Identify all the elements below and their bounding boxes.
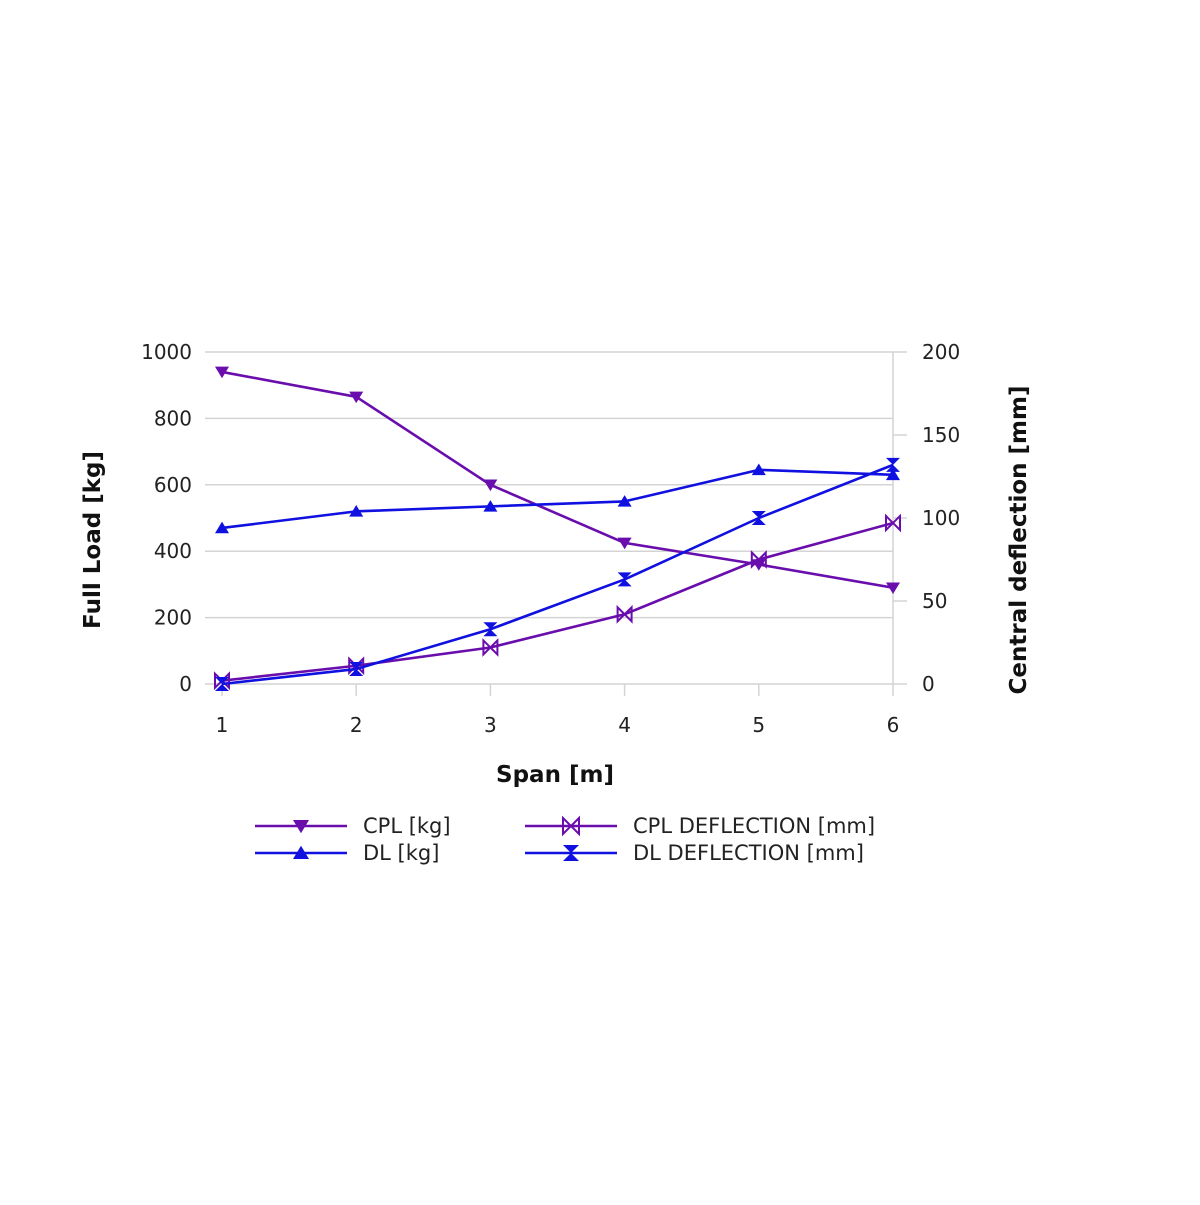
y2-tick-label: 100 bbox=[922, 506, 960, 530]
data-point-marker bbox=[215, 677, 229, 691]
legend-entry: DL [kg] bbox=[255, 841, 439, 865]
x-tick-label: 5 bbox=[752, 713, 765, 737]
label-layer: Span [m] Full Load [kg] Central deflecti… bbox=[80, 386, 1032, 788]
y2-axis-title: Central deflection [mm] bbox=[1006, 386, 1032, 695]
y-axis-title: Full Load [kg] bbox=[80, 451, 106, 629]
data-point-marker bbox=[750, 550, 767, 569]
data-point-marker bbox=[293, 820, 309, 834]
marker-left-half bbox=[750, 550, 761, 569]
data-point-marker bbox=[751, 463, 766, 476]
data-point-marker bbox=[751, 511, 766, 525]
legend-entry: CPL [kg] bbox=[255, 814, 451, 838]
y-tick-label: 800 bbox=[154, 406, 192, 430]
y2-tick-label: 0 bbox=[922, 672, 935, 696]
marker-left-half bbox=[616, 604, 627, 624]
legend-label: DL [kg] bbox=[363, 841, 439, 865]
x-tick-label: 4 bbox=[618, 713, 631, 737]
x-axis-title: Span [m] bbox=[496, 762, 614, 788]
marker-right-half bbox=[488, 638, 499, 657]
data-point-marker bbox=[616, 604, 633, 624]
series-3 bbox=[215, 457, 900, 691]
data-point-marker bbox=[349, 391, 364, 404]
series-line bbox=[221, 370, 894, 590]
legend-entry: CPL DEFLECTION [mm] bbox=[525, 814, 875, 838]
marker-left-half bbox=[562, 815, 573, 837]
y-tick-label: 1000 bbox=[141, 340, 192, 364]
legend-label: DL DEFLECTION [mm] bbox=[633, 841, 864, 865]
grid-layer bbox=[205, 351, 907, 696]
series-1 bbox=[215, 463, 900, 534]
data-point-marker bbox=[617, 537, 632, 550]
data-point-marker bbox=[482, 638, 499, 657]
series-line bbox=[221, 521, 894, 682]
data-point-marker bbox=[349, 662, 364, 677]
data-point-marker bbox=[215, 366, 229, 379]
marker-left-half bbox=[885, 513, 895, 533]
data-point-marker bbox=[886, 457, 900, 472]
data-point-marker bbox=[349, 505, 364, 517]
marker-left-half bbox=[482, 638, 492, 657]
y-tick-label: 200 bbox=[154, 606, 192, 630]
data-point-marker bbox=[483, 622, 498, 637]
y2-tick-label: 200 bbox=[922, 340, 960, 364]
legend-label: CPL [kg] bbox=[363, 814, 451, 838]
y-tick-label: 400 bbox=[154, 539, 192, 563]
legend: CPL [kg] CPL DEFLECTION [mm] DL [kg] DL DEF… bbox=[255, 814, 875, 865]
y-tick-label: 0 bbox=[179, 672, 192, 696]
series-line bbox=[221, 463, 894, 686]
data-point-marker bbox=[483, 479, 498, 492]
x-tick-label: 1 bbox=[216, 713, 229, 737]
data-point-marker bbox=[886, 468, 900, 481]
data-point-marker bbox=[885, 513, 901, 533]
series-0 bbox=[215, 366, 900, 595]
axis-layer: 0 200 400 600 800 1000 0 50 100 150 200 1 2 3 4 5 6 bbox=[141, 340, 960, 737]
y2-tick-label: 150 bbox=[922, 423, 960, 447]
marker-right-half bbox=[623, 604, 633, 624]
data-point-marker bbox=[617, 495, 632, 507]
y-tick-label: 600 bbox=[154, 473, 192, 497]
y2-tick-label: 50 bbox=[922, 589, 947, 613]
x-tick-label: 6 bbox=[887, 713, 900, 737]
series-2 bbox=[214, 513, 901, 691]
marker-right-half bbox=[757, 550, 767, 569]
x-tick-label: 3 bbox=[484, 713, 497, 737]
data-point-marker bbox=[293, 845, 309, 859]
data-point-marker bbox=[563, 845, 579, 861]
data-point-marker bbox=[215, 521, 229, 534]
marker-right-half bbox=[891, 513, 901, 533]
series-layer bbox=[214, 366, 901, 691]
x-tick-label: 2 bbox=[350, 713, 363, 737]
data-point-marker bbox=[562, 815, 580, 837]
legend-label: CPL DEFLECTION [mm] bbox=[633, 814, 875, 838]
legend-entry: DL DEFLECTION [mm] bbox=[525, 841, 864, 865]
data-point-marker bbox=[617, 572, 632, 587]
data-point-marker bbox=[483, 500, 498, 512]
series-line bbox=[221, 468, 894, 530]
data-point-marker bbox=[886, 582, 900, 595]
marker-right-half bbox=[569, 815, 580, 837]
